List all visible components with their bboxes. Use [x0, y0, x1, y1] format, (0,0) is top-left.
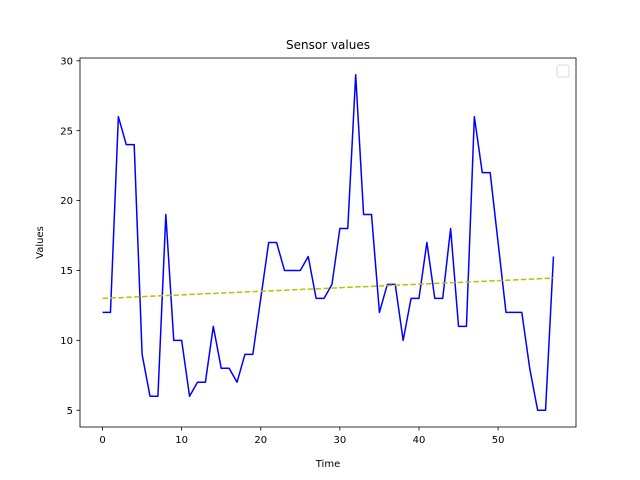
x-axis-label: Time — [315, 459, 340, 470]
trend-line — [102, 277, 554, 300]
chart-title: Sensor values — [286, 38, 370, 52]
plot-frame — [79, 57, 577, 428]
x-tick-label: 50 — [492, 435, 505, 446]
y-tick-label: 25 — [60, 126, 73, 137]
x-axis-ticks: 0 10 20 30 40 50 — [99, 427, 504, 446]
x-tick-label: 10 — [175, 435, 188, 446]
x-tick-label: 40 — [413, 435, 426, 446]
y-tick-label: 15 — [60, 266, 73, 277]
plot-area — [80, 58, 576, 427]
y-tick-label: 5 — [67, 406, 73, 417]
y-tick-label: 20 — [60, 196, 73, 207]
x-tick-label: 30 — [333, 435, 346, 446]
series-layer — [102, 74, 555, 411]
x-tick-label: 0 — [99, 435, 105, 446]
y-axis-label: Values — [35, 226, 46, 259]
sensor-series-line — [102, 74, 555, 411]
y-tick-label: 30 — [60, 56, 73, 67]
legend-box — [556, 64, 570, 78]
y-axis-ticks: 5 10 15 20 25 30 — [60, 56, 80, 417]
x-tick-label: 20 — [254, 435, 267, 446]
y-tick-label: 10 — [60, 336, 73, 347]
